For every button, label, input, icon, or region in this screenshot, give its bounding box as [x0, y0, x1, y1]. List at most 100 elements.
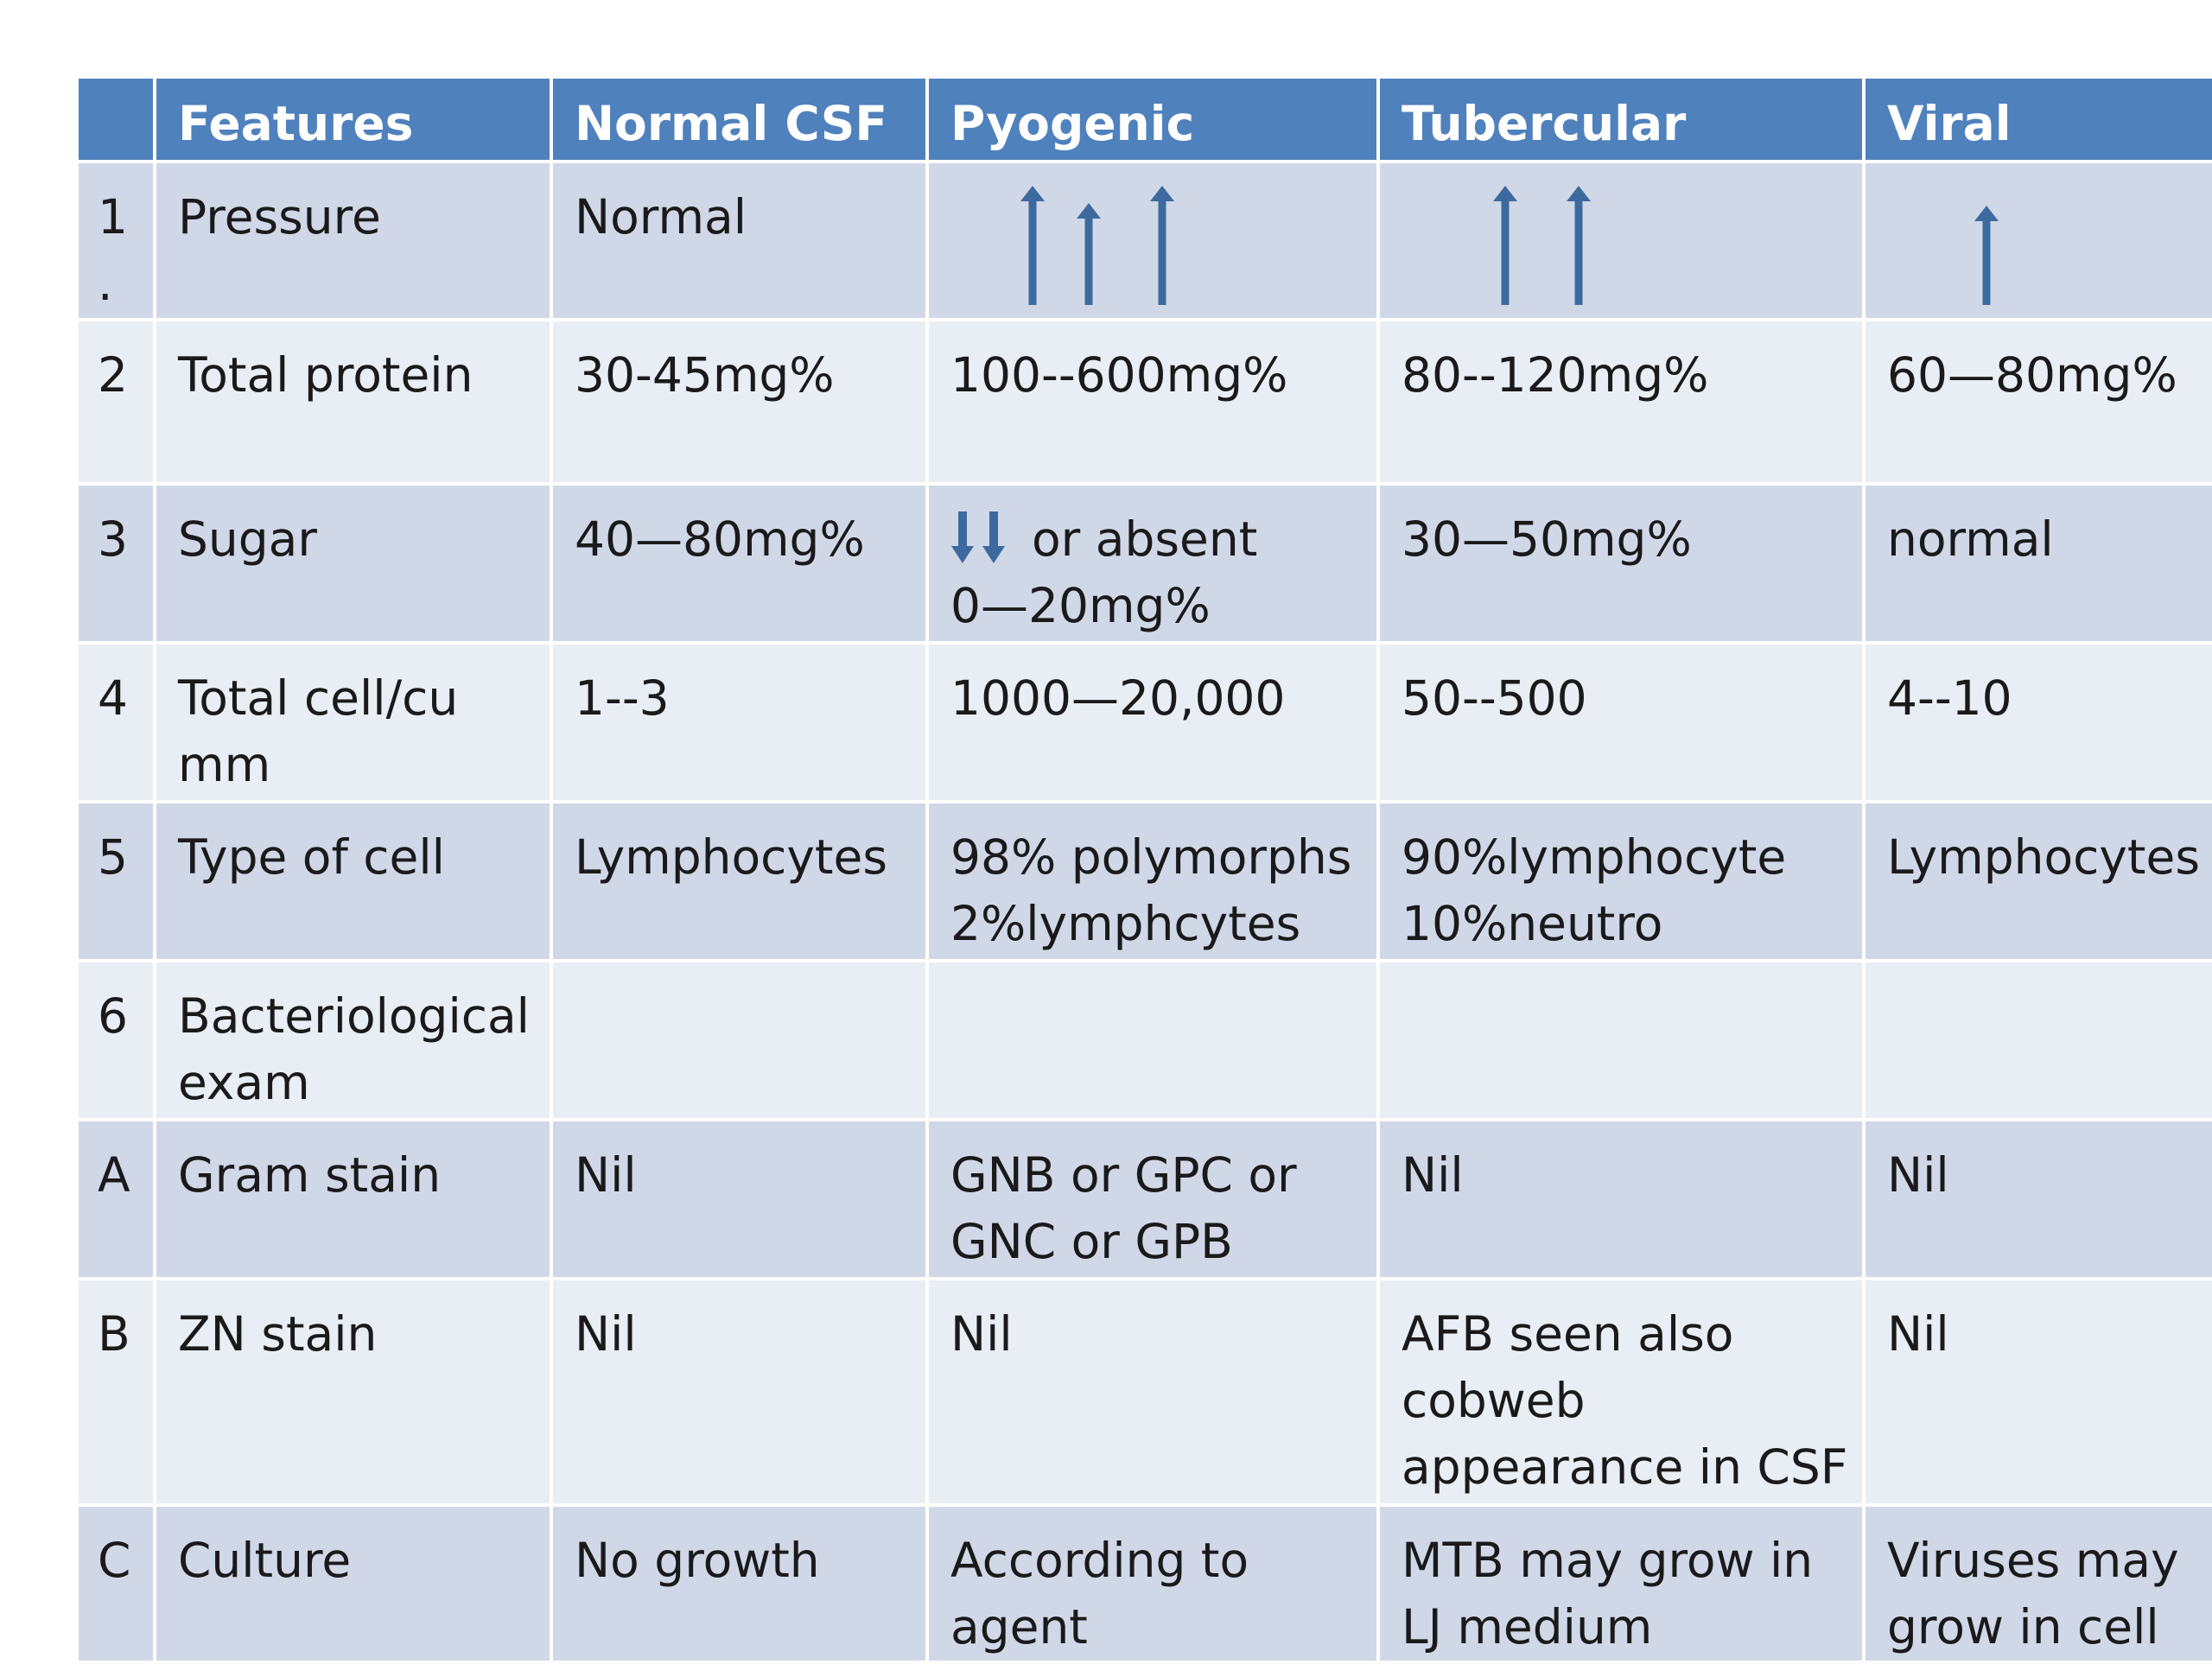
cell-pyogenic: 98% polymorphs 2%lymphcytes [925, 800, 1380, 962]
cell-line: agent [950, 1599, 1088, 1654]
cell-normal: Nil [550, 1118, 929, 1280]
cell-line: 30—50mg% [1402, 511, 1692, 567]
header-viral: Viral [1862, 75, 2212, 163]
cell-line: 6 [98, 988, 128, 1044]
cell-line: Bacteriological [178, 988, 530, 1044]
cell-line: 2 [98, 347, 128, 403]
cell-normal: 30-45mg% [550, 318, 929, 486]
cell-line: 90%lymphocyte [1402, 829, 1787, 885]
cell-tubercular: AFB seen also cobweb appearance in CSF [1376, 1277, 1866, 1507]
arrow-up-icon [1493, 186, 1517, 305]
cell-index: 6 [75, 959, 156, 1121]
cell-line: 60—80mg% [1887, 347, 2177, 403]
table-row: A Gram stain Nil GNB or GPC or GNC or GPB Nil… [75, 1118, 2212, 1280]
cell-line: 1000—20,000 [950, 670, 1286, 726]
cell-feature: Pressure [153, 160, 553, 321]
cell-line: AFB seen also [1402, 1306, 1734, 1362]
cell-line: Nil [1887, 1147, 1949, 1203]
arrow-up-icon [1974, 206, 1999, 305]
cell-tubercular: 90%lymphocyte 10%neutro [1376, 800, 1866, 962]
cell-tubercular: 50--500 [1376, 641, 1866, 803]
cell-pyogenic: GNB or GPC or GNC or GPB [925, 1118, 1380, 1280]
arrow-up-icon [1077, 203, 1101, 305]
cell-line: 5 [98, 829, 128, 885]
cell-line: Lymphocytes [1887, 829, 2200, 885]
cell-normal: Nil [550, 1277, 929, 1507]
cell-index: 2 [75, 318, 156, 486]
cell-line: Normal [575, 189, 747, 245]
cell-line: Nil [575, 1306, 637, 1362]
cell-line: Nil [1402, 1147, 1464, 1203]
cell-line: C [98, 1533, 131, 1588]
csf-comparison-table: Features Normal CSF Pyogenic Tubercular … [75, 75, 2212, 1664]
cell-line: GNB or GPC or [950, 1147, 1297, 1203]
cell-line: Nil [950, 1306, 1013, 1362]
arrow-group [1402, 184, 1840, 314]
cell-tubercular: 30—50mg% [1376, 482, 1866, 645]
cell-line: Pressure [178, 189, 381, 245]
cell-feature: Total protein [153, 318, 553, 486]
cell-feature: Total cell/cu mm [153, 641, 553, 803]
arrow-up-icon [1567, 186, 1591, 305]
cell-normal: Normal [550, 160, 929, 321]
cell-line: Gram stain [178, 1147, 442, 1203]
cell-tubercular: 80--120mg% [1376, 318, 1866, 486]
cell-index: A [75, 1118, 156, 1280]
cell-line: Nil [1887, 1306, 1949, 1362]
cell-pyogenic: According to agent [925, 1503, 1380, 1664]
cell-line: Culture [178, 1533, 352, 1588]
cell-feature: ZN stain [153, 1277, 553, 1507]
cell-line: Type of cell [178, 829, 445, 885]
cell-line: ZN stain [178, 1306, 378, 1362]
cell-line: 4--10 [1887, 670, 2012, 726]
arrow-group [950, 184, 1355, 314]
cell-normal: No growth [550, 1503, 929, 1664]
cell-line: exam [178, 1055, 310, 1110]
cell-feature: Gram stain [153, 1118, 553, 1280]
cell-index: 5 [75, 800, 156, 962]
arrow-caption: or absent [1032, 511, 1258, 567]
arrow-up-icon [1020, 186, 1045, 305]
cell-line: grow in cell [1887, 1599, 2159, 1654]
cell-tubercular: MTB may grow in LJ medium [1376, 1503, 1866, 1664]
arrow-group [951, 511, 1005, 563]
cell-viral: Viruses may grow in cell [1862, 1503, 2212, 1664]
cell-line: GNC or GPB [950, 1214, 1233, 1269]
cell-line: 1--3 [575, 670, 670, 726]
cell-feature: Type of cell [153, 800, 553, 962]
table-row: 4 Total cell/cu mm 1--3 1000—20,000 50--500 4-… [75, 641, 2212, 803]
cell-line: 40—80mg% [575, 511, 865, 567]
cell-viral: Nil [1862, 1277, 2212, 1507]
cell-line: No growth [575, 1533, 820, 1588]
cell-index: C [75, 1503, 156, 1664]
cell-pyogenic [925, 959, 1380, 1121]
cell-line: 30-45mg% [575, 347, 835, 403]
arrow-down-icon [982, 511, 1005, 563]
cell-pyogenic: 1000—20,000 [925, 641, 1380, 803]
table-row: 3 Sugar 40—80mg% or absent 0—20mg% 30—50mg% no… [75, 482, 2212, 645]
cell-line: MTB may grow in [1402, 1533, 1814, 1588]
cell-line: Total cell/cu [178, 670, 459, 726]
cell-index: 1. [75, 160, 156, 321]
header-features: Features [153, 75, 553, 163]
cell-line: appearance in CSF [1402, 1439, 1848, 1495]
header-index [75, 75, 156, 163]
cell-tubercular [1376, 959, 1866, 1121]
table-row: 2 Total protein 30-45mg% 100--600mg% 80--120… [75, 318, 2212, 486]
arrow-up-icon [1150, 186, 1174, 305]
cell-line: 100--600mg% [950, 347, 1288, 403]
cell-line: normal [1887, 511, 2054, 567]
cell-normal: Lymphocytes [550, 800, 929, 962]
cell-tubercular [1376, 160, 1866, 321]
cell-line: mm [178, 737, 271, 792]
header-pyogenic: Pyogenic [925, 75, 1380, 163]
cell-line: 1 [98, 189, 128, 245]
cell-line: Nil [575, 1147, 637, 1203]
cell-line: 10%neutro [1402, 896, 1663, 951]
cell-line: Viruses may [1887, 1533, 2179, 1588]
cell-viral: Lymphocytes [1862, 800, 2212, 962]
cell-line: Total protein [178, 347, 474, 403]
cell-line: Lymphocytes [575, 829, 887, 885]
cell-viral [1862, 160, 2212, 321]
cell-line: 4 [98, 670, 128, 726]
